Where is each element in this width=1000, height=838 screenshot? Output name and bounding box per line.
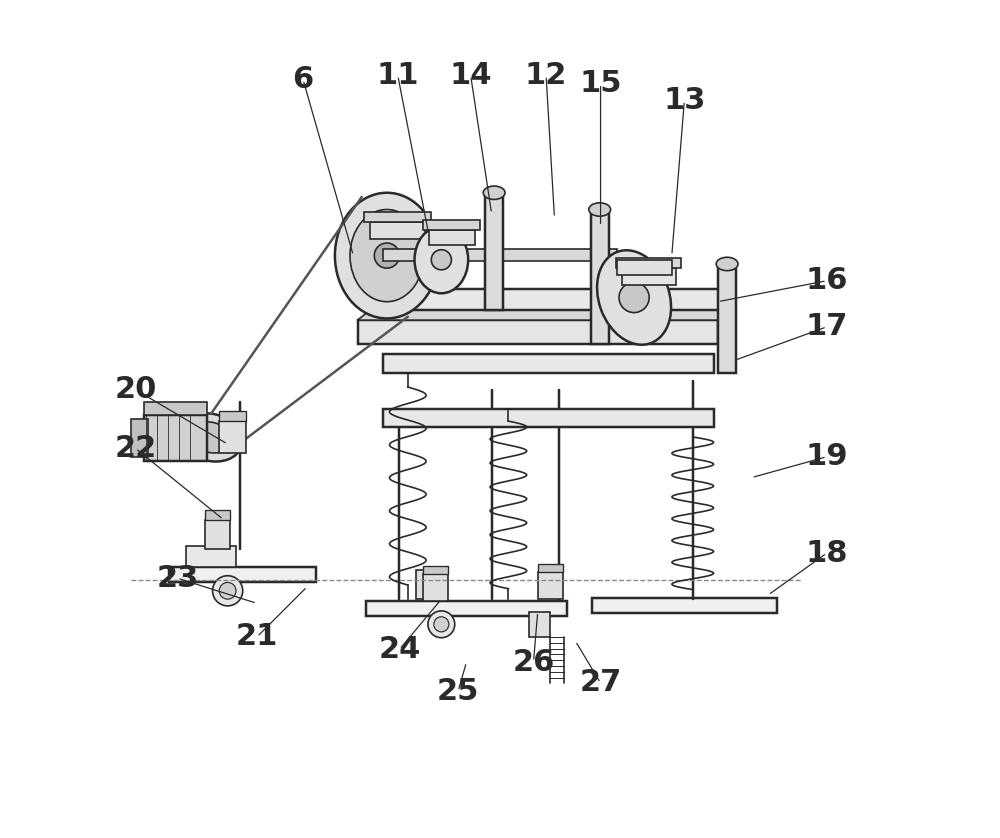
- Bar: [592, 598, 777, 613]
- Bar: [423, 220, 480, 230]
- Text: 22: 22: [114, 434, 157, 463]
- Text: 26: 26: [512, 648, 555, 676]
- Text: 23: 23: [156, 564, 198, 592]
- Ellipse shape: [350, 210, 424, 302]
- Ellipse shape: [597, 251, 671, 344]
- Circle shape: [219, 582, 236, 599]
- Bar: [219, 411, 246, 421]
- Ellipse shape: [415, 226, 468, 293]
- Bar: [416, 570, 441, 599]
- Polygon shape: [358, 310, 730, 320]
- Bar: [169, 567, 316, 582]
- Text: 27: 27: [579, 669, 622, 697]
- Text: 6: 6: [292, 65, 314, 94]
- Ellipse shape: [483, 186, 505, 199]
- Bar: [616, 258, 681, 268]
- Bar: [144, 402, 207, 415]
- Bar: [718, 264, 736, 373]
- Ellipse shape: [589, 203, 611, 216]
- Ellipse shape: [374, 243, 399, 268]
- Bar: [383, 409, 714, 427]
- Bar: [131, 419, 148, 457]
- Bar: [423, 574, 448, 601]
- Bar: [423, 566, 448, 574]
- Bar: [144, 415, 207, 461]
- Bar: [358, 320, 718, 344]
- Bar: [219, 421, 246, 453]
- Text: 20: 20: [114, 375, 157, 404]
- Text: 15: 15: [579, 70, 622, 98]
- Bar: [186, 546, 236, 567]
- Bar: [205, 520, 230, 549]
- Bar: [383, 354, 714, 373]
- Bar: [429, 230, 475, 245]
- Bar: [529, 612, 550, 637]
- Ellipse shape: [431, 250, 451, 270]
- Text: 13: 13: [663, 86, 706, 115]
- Bar: [383, 249, 617, 261]
- Bar: [622, 268, 676, 285]
- Text: 16: 16: [806, 266, 848, 295]
- Text: 11: 11: [377, 61, 419, 90]
- Text: 17: 17: [806, 313, 848, 341]
- Text: 25: 25: [437, 677, 479, 706]
- Text: 24: 24: [378, 635, 421, 664]
- Text: 21: 21: [236, 623, 278, 651]
- Bar: [364, 212, 431, 222]
- Bar: [538, 564, 563, 572]
- Ellipse shape: [716, 257, 738, 271]
- Bar: [366, 601, 567, 616]
- Bar: [374, 289, 726, 310]
- Text: 18: 18: [806, 539, 848, 567]
- Circle shape: [213, 576, 243, 606]
- Circle shape: [428, 611, 455, 638]
- Ellipse shape: [619, 282, 649, 313]
- Bar: [370, 222, 425, 239]
- Ellipse shape: [190, 422, 231, 453]
- Ellipse shape: [335, 193, 439, 318]
- Bar: [485, 193, 503, 310]
- Text: 19: 19: [806, 442, 848, 471]
- Bar: [617, 260, 672, 275]
- Circle shape: [434, 617, 449, 632]
- Ellipse shape: [180, 413, 242, 462]
- Text: 14: 14: [449, 61, 492, 90]
- Bar: [205, 510, 230, 520]
- Bar: [538, 572, 563, 599]
- Bar: [591, 210, 609, 344]
- Text: 12: 12: [525, 61, 567, 90]
